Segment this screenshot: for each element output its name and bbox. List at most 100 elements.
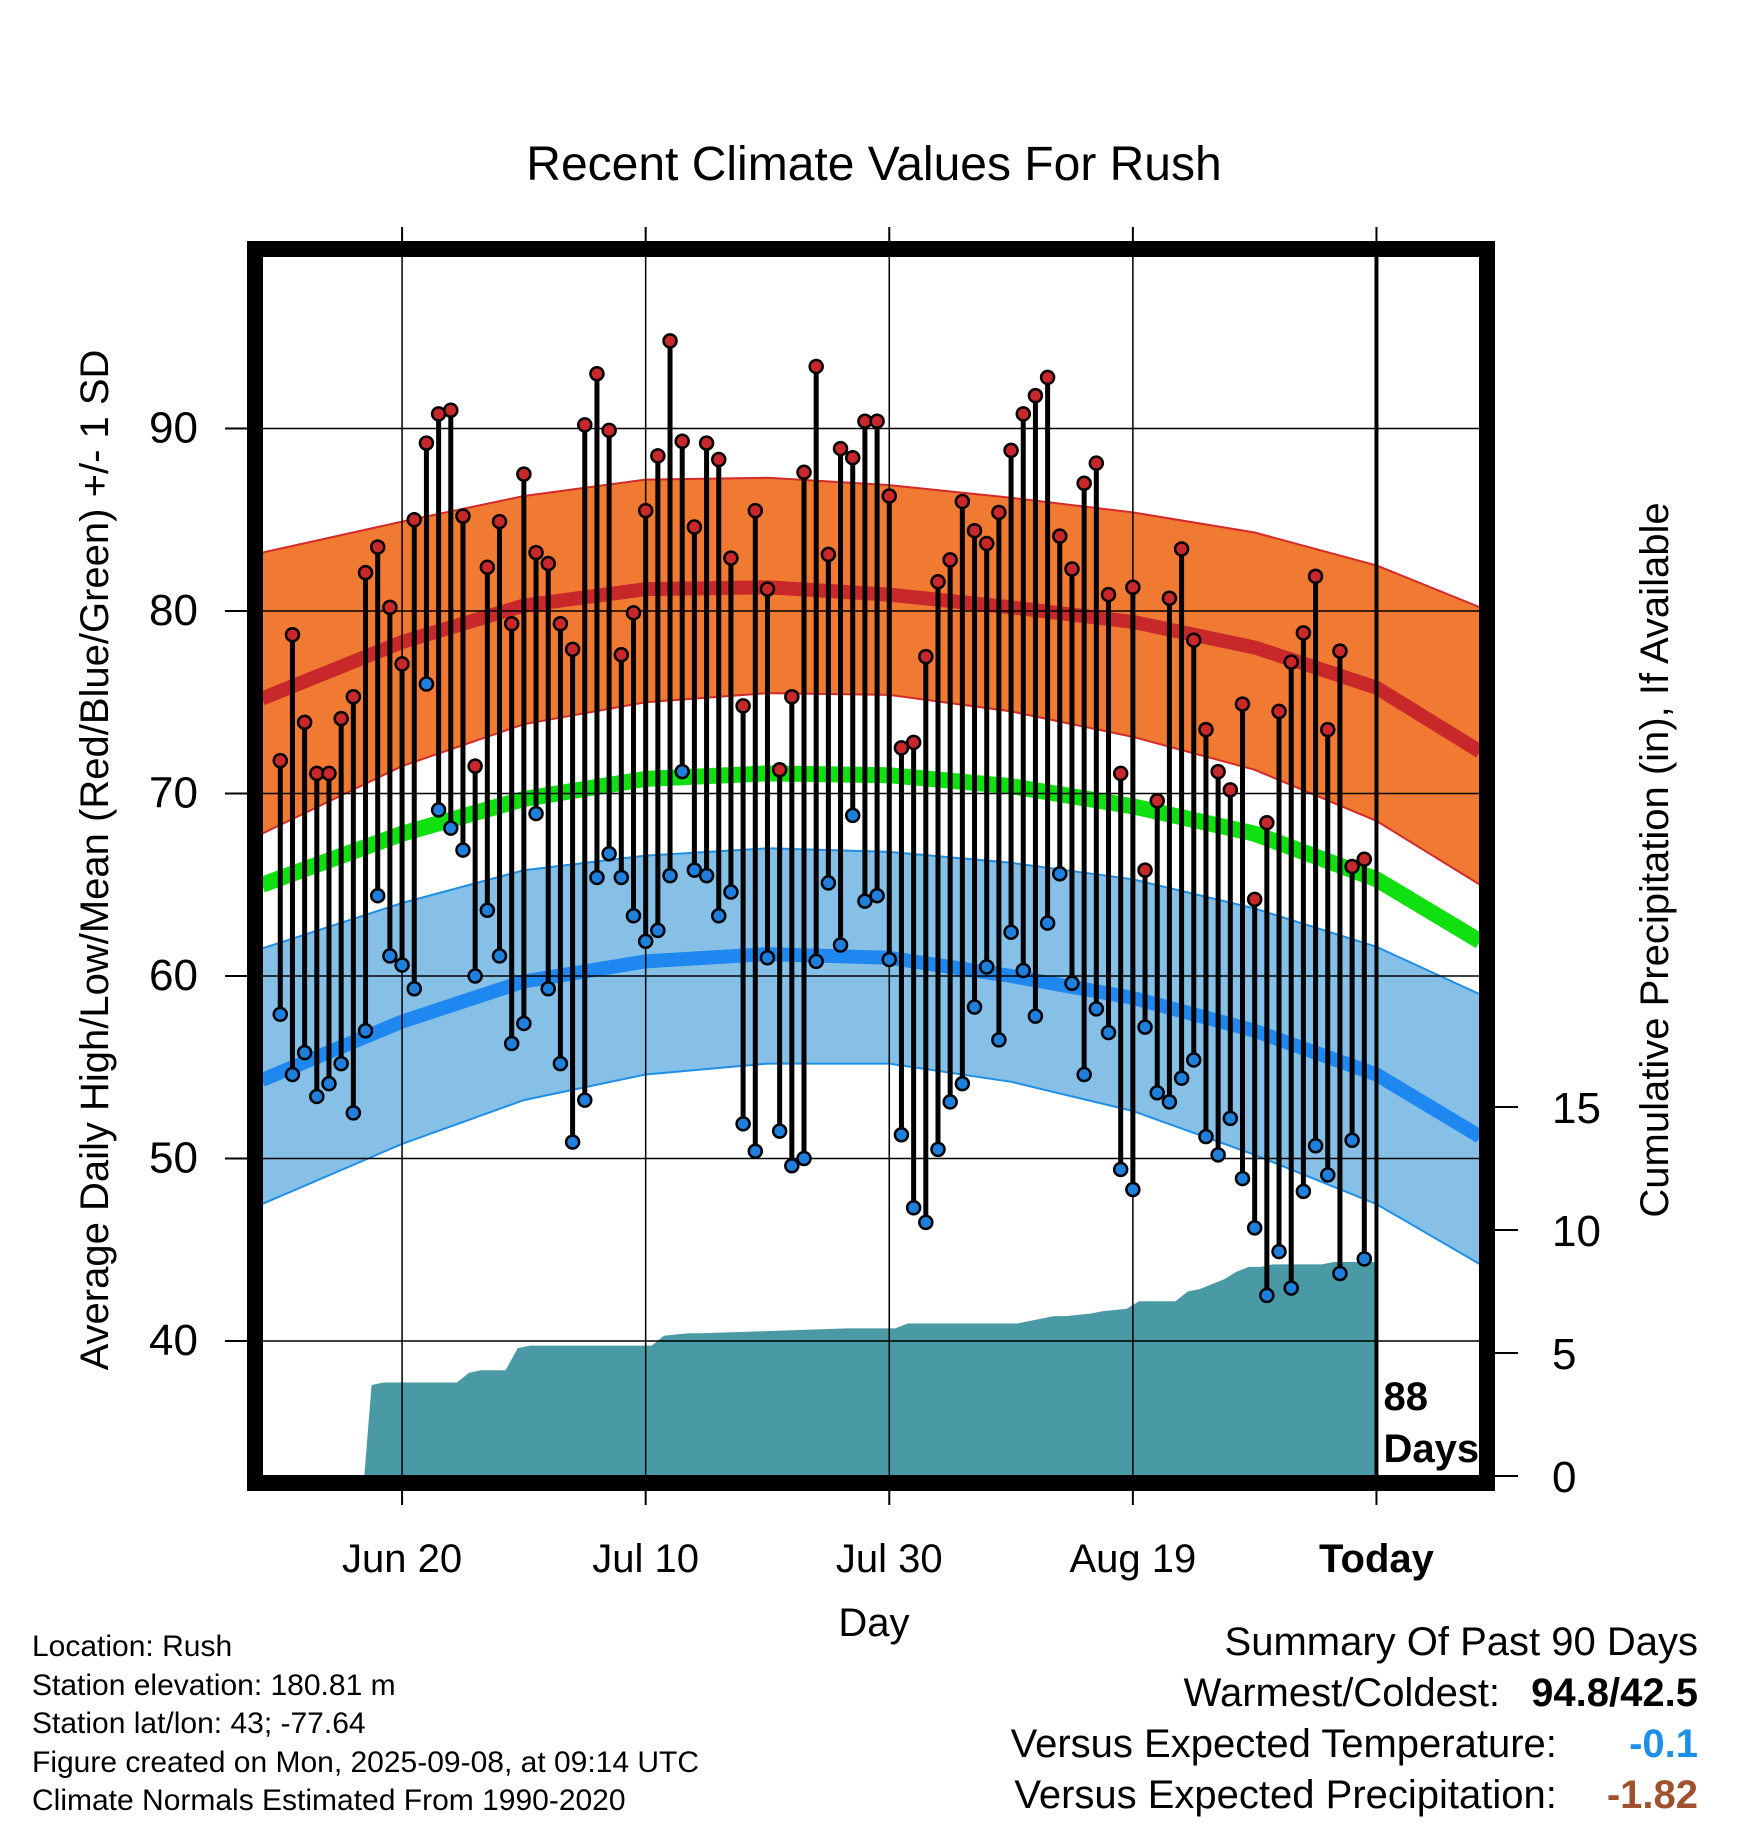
high-point xyxy=(284,626,301,643)
x-tick-label: Jul 10 xyxy=(592,1537,699,1581)
high-point xyxy=(1100,586,1117,603)
high-point xyxy=(637,502,654,519)
low-point xyxy=(1234,1170,1251,1187)
high-point xyxy=(759,581,776,597)
low-point xyxy=(686,862,703,878)
low-point xyxy=(1039,915,1056,931)
low-point xyxy=(637,933,654,950)
low-point xyxy=(1198,1128,1214,1145)
y-right-tick-label: 15 xyxy=(1552,1084,1601,1133)
y-tick-label: 50 xyxy=(149,1134,198,1183)
low-point xyxy=(918,1214,934,1231)
high-point xyxy=(1003,442,1019,459)
latlon-text: Station lat/lon: 43; -77.64 xyxy=(32,1707,366,1740)
high-point xyxy=(1088,455,1105,471)
high-point xyxy=(1125,579,1141,596)
high-point xyxy=(711,451,727,468)
high-point xyxy=(345,689,362,705)
low-point xyxy=(1320,1167,1336,1183)
location-text: Location: Rush xyxy=(32,1630,233,1663)
high-point xyxy=(1356,851,1373,867)
high-point xyxy=(1320,721,1336,738)
low-point xyxy=(1307,1137,1324,1154)
low-point xyxy=(309,1088,325,1105)
high-point xyxy=(1076,475,1092,491)
low-point xyxy=(1100,1024,1117,1041)
low-point xyxy=(723,884,739,900)
high-point xyxy=(1186,632,1202,648)
high-point xyxy=(455,508,471,524)
high-point xyxy=(394,656,410,672)
high-point xyxy=(674,433,690,450)
high-point xyxy=(881,488,898,504)
high-point xyxy=(503,616,520,632)
low-point xyxy=(1088,1001,1105,1017)
low-point xyxy=(942,1094,958,1110)
summary-heading: Summary Of Past 90 Days xyxy=(1224,1620,1698,1664)
low-point xyxy=(1210,1147,1226,1163)
high-point xyxy=(1149,793,1165,809)
low-point xyxy=(345,1105,362,1121)
high-point xyxy=(418,435,435,451)
low-point xyxy=(406,981,422,997)
low-point xyxy=(832,937,849,953)
station-info: Location: Rush Station elevation: 180.81… xyxy=(32,1628,699,1821)
low-point xyxy=(954,1075,971,1092)
low-point xyxy=(1015,962,1031,979)
temp-label: Versus Expected Temperature: xyxy=(1010,1722,1557,1766)
warmest-coldest-value: 94.8/42.5 xyxy=(1531,1671,1698,1715)
high-point xyxy=(577,417,593,433)
low-point xyxy=(1027,1008,1044,1024)
high-point xyxy=(1271,703,1287,720)
x-tick-label: Jun 20 xyxy=(342,1537,462,1581)
low-point xyxy=(430,802,447,818)
low-point xyxy=(1222,1110,1239,1127)
high-point xyxy=(954,493,971,510)
low-point xyxy=(443,820,459,836)
x-axis-label: Day xyxy=(838,1601,909,1645)
high-point xyxy=(528,544,544,561)
high-point xyxy=(735,698,751,714)
high-point xyxy=(918,648,934,665)
high-point xyxy=(1344,858,1360,875)
low-point xyxy=(589,869,605,886)
low-point xyxy=(966,999,983,1015)
high-point xyxy=(1222,782,1239,798)
low-point xyxy=(869,887,885,904)
high-sd-band xyxy=(262,477,1480,885)
low-point xyxy=(711,908,727,924)
y-right-tick-label: 0 xyxy=(1552,1453,1576,1502)
y-axis-label-right: Cumulative Precipitation (in), If Availa… xyxy=(1633,502,1677,1217)
high-point xyxy=(686,519,703,535)
high-point xyxy=(966,522,983,539)
low-point xyxy=(1295,1183,1312,1200)
high-point xyxy=(296,714,313,731)
low-point xyxy=(1076,1066,1092,1083)
high-point xyxy=(552,616,569,632)
high-point xyxy=(796,464,812,481)
high-point xyxy=(1015,406,1031,422)
high-point xyxy=(1295,625,1312,641)
warmest-coldest-label: Warmest/Coldest: xyxy=(1183,1671,1501,1715)
y-axis-label-left: Average Daily High/Low/Mean (Red/Blue/Gr… xyxy=(73,350,117,1371)
low-point xyxy=(930,1141,946,1158)
low-point xyxy=(1186,1052,1202,1068)
low-point xyxy=(1112,1161,1129,1178)
high-point xyxy=(1052,528,1068,544)
x-tick-label: Today xyxy=(1319,1537,1435,1581)
high-point xyxy=(1112,765,1129,782)
high-point xyxy=(479,559,496,575)
low-point xyxy=(784,1158,800,1174)
low-point xyxy=(796,1150,812,1167)
high-point xyxy=(662,333,678,349)
low-point xyxy=(418,676,435,692)
high-point xyxy=(698,435,715,451)
precip-row: Versus Expected Precipitation: -1.82 xyxy=(1014,1773,1698,1818)
high-point xyxy=(1137,862,1153,878)
low-point xyxy=(455,842,471,858)
low-point xyxy=(662,867,678,884)
low-point xyxy=(540,981,556,997)
x-tick-label: Jul 30 xyxy=(836,1537,943,1581)
low-point xyxy=(808,953,824,970)
high-point xyxy=(942,552,958,568)
